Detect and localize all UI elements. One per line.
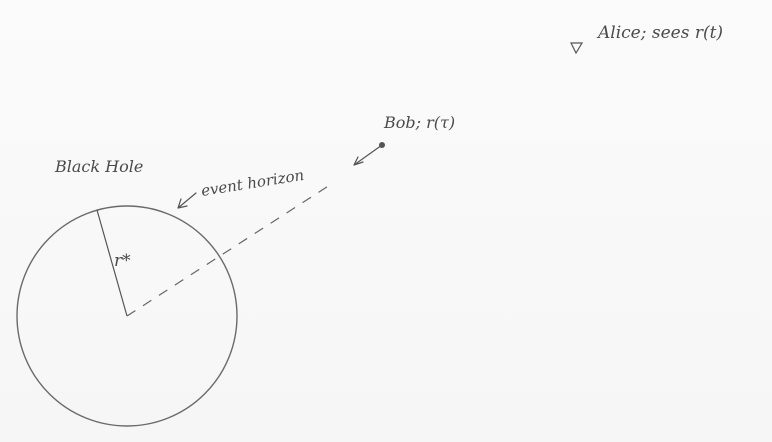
black-hole-label: Black Hole xyxy=(54,157,143,176)
alice-marker-icon xyxy=(570,42,584,55)
bob-direction-arrow xyxy=(353,144,383,166)
radius-label: r* xyxy=(114,251,131,271)
dashed-line-to-bob xyxy=(126,182,334,317)
radius-line xyxy=(96,209,128,317)
alice-label: Alice; sees r(t) xyxy=(596,23,723,43)
event-horizon-label: event horizon xyxy=(200,166,305,200)
event-horizon-circle xyxy=(16,205,238,427)
event-horizon-arrow xyxy=(177,192,197,209)
bob-label: Bob; r(τ) xyxy=(383,113,455,132)
